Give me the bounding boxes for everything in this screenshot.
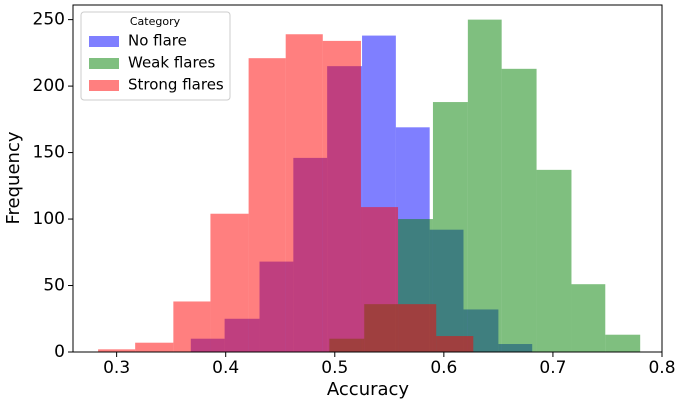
histogram-bar (436, 336, 474, 352)
histogram-bar (360, 207, 399, 352)
x-tick-label: 0.5 (321, 358, 348, 378)
histogram-bar (135, 342, 174, 352)
histogram-bar (432, 102, 468, 352)
y-tick-label: 250 (33, 10, 65, 30)
legend-swatch (89, 36, 119, 47)
y-tick-label: 50 (43, 276, 65, 296)
legend-swatch (89, 58, 119, 69)
x-tick-label: 0.3 (103, 358, 130, 378)
x-axis-label: Accuracy (327, 379, 410, 400)
histogram-bar (322, 40, 361, 353)
x-tick-label: 0.4 (212, 358, 239, 378)
y-tick-label: 100 (33, 209, 65, 229)
histogram-bar (248, 58, 286, 352)
legend-title: Category (130, 15, 181, 28)
histogram-bar (571, 284, 606, 352)
y-axis-label: Frequency (3, 131, 24, 224)
x-tick-label: 0.7 (539, 358, 566, 378)
legend-box (80, 11, 231, 101)
histogram-bar (210, 213, 249, 352)
y-tick-label: 200 (33, 76, 65, 96)
histogram-bar (467, 19, 502, 353)
histogram-bar (536, 169, 572, 352)
histogram-bar (501, 68, 537, 352)
histogram-bar (98, 349, 136, 352)
histogram-bar (398, 304, 437, 352)
legend-swatch (89, 80, 119, 91)
legend-label: Strong flares (128, 76, 224, 94)
y-tick-label: 0 (54, 342, 65, 362)
y-tick-label: 150 (33, 143, 65, 163)
legend-label: Weak flares (128, 54, 216, 72)
x-tick-label: 0.8 (648, 358, 675, 378)
histogram-bar (605, 334, 641, 352)
histogram-bar (173, 301, 211, 352)
histogram-bar (285, 34, 323, 352)
plot-frame (72, 4, 663, 353)
x-tick-label: 0.6 (430, 358, 457, 378)
legend-label: No flare (128, 32, 187, 50)
